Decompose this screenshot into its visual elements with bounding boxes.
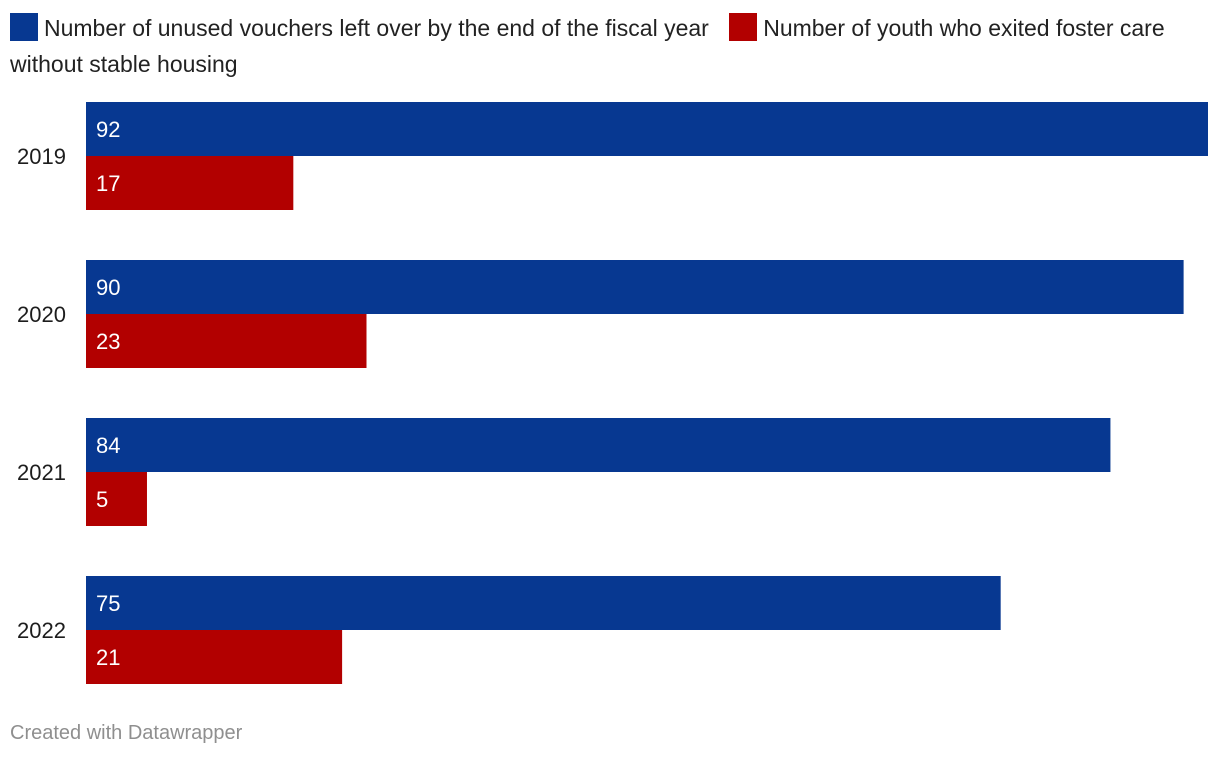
bar-2022-series-1	[86, 576, 1001, 630]
legend-swatch-unused-vouchers	[10, 13, 38, 41]
category-label-2022: 2022	[17, 618, 66, 643]
bar-2021-series-1	[86, 418, 1111, 472]
category-label-2019: 2019	[17, 144, 66, 169]
datawrapper-credit: Created with Datawrapper	[10, 722, 243, 744]
data-label-2022-series-1: 75	[96, 591, 120, 616]
category-label-2021: 2021	[17, 460, 66, 485]
data-label-2021-series-1: 84	[96, 433, 120, 458]
bar-2019-series-1	[86, 102, 1208, 156]
data-label-2020-series-2: 23	[96, 329, 120, 354]
bar-2020-series-1	[86, 260, 1184, 314]
data-label-2021-series-2: 5	[96, 487, 108, 512]
data-label-2020-series-1: 90	[96, 275, 120, 300]
data-label-2022-series-2: 21	[96, 645, 120, 670]
bar-2021-series-2	[86, 472, 147, 526]
bar-2020-series-2	[86, 314, 367, 368]
data-label-2019-series-2: 17	[96, 171, 120, 196]
legend-label-unused-vouchers: Number of unused vouchers left over by t…	[44, 15, 709, 41]
bar-2022-series-2	[86, 630, 343, 684]
legend-label-youth-exited: Number of youth who exited foster care w…	[10, 15, 1165, 77]
legend-item-youth-exited: Number of youth who exited foster care w…	[10, 13, 1165, 77]
category-label-2020: 2020	[17, 302, 66, 327]
bar-2019-series-2	[86, 156, 294, 210]
chart-legend: Number of unused vouchers left over by t…	[10, 10, 1200, 82]
data-label-2019-series-1: 92	[96, 117, 120, 142]
legend-item-unused-vouchers: Number of unused vouchers left over by t…	[10, 13, 709, 41]
legend-swatch-youth-exited	[729, 13, 758, 41]
